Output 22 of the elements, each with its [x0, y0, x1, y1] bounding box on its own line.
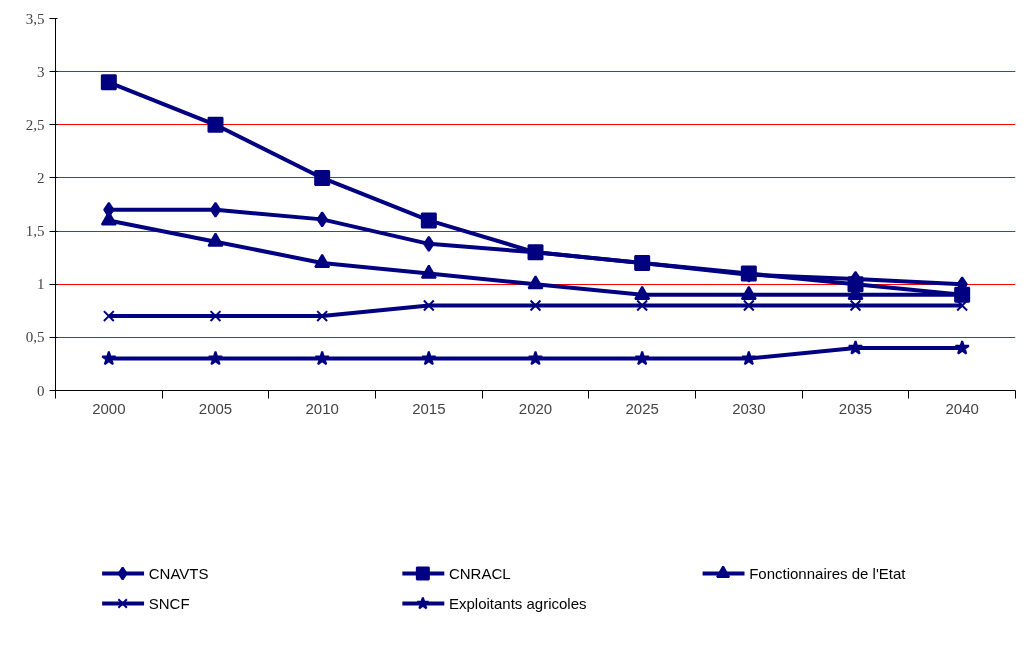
legend-label: SNCF	[148, 595, 190, 612]
legend-label: CNAVTS	[148, 565, 209, 582]
x-tick-label: 2010	[305, 399, 339, 417]
legend-label: Exploitants agricoles	[448, 595, 587, 612]
y-tick-label: 2	[37, 169, 45, 186]
x-tick-label: 2025	[625, 399, 659, 417]
x-tick-label: 2015	[412, 399, 446, 417]
y-tick-label: 1,5	[25, 223, 45, 240]
legend-label: CNRACL	[448, 565, 511, 582]
x-tick-label: 2000	[92, 399, 126, 417]
x-tick-label: 2035	[838, 399, 873, 417]
y-tick-label: 3,5	[25, 10, 45, 27]
y-tick-label: 0,5	[25, 329, 45, 346]
x-tick-label: 2040	[945, 399, 979, 417]
x-tick-label: 2005	[198, 399, 233, 417]
x-tick-label: 2030	[732, 399, 766, 417]
y-tick-label: 2,5	[25, 116, 45, 133]
x-tick-label: 2020	[518, 399, 553, 417]
y-tick-label: 0	[37, 382, 45, 399]
legend-label: Fonctionnaires de l'Etat	[749, 565, 907, 582]
y-tick-label: 3	[37, 63, 45, 80]
y-tick-label: 1	[37, 276, 45, 293]
